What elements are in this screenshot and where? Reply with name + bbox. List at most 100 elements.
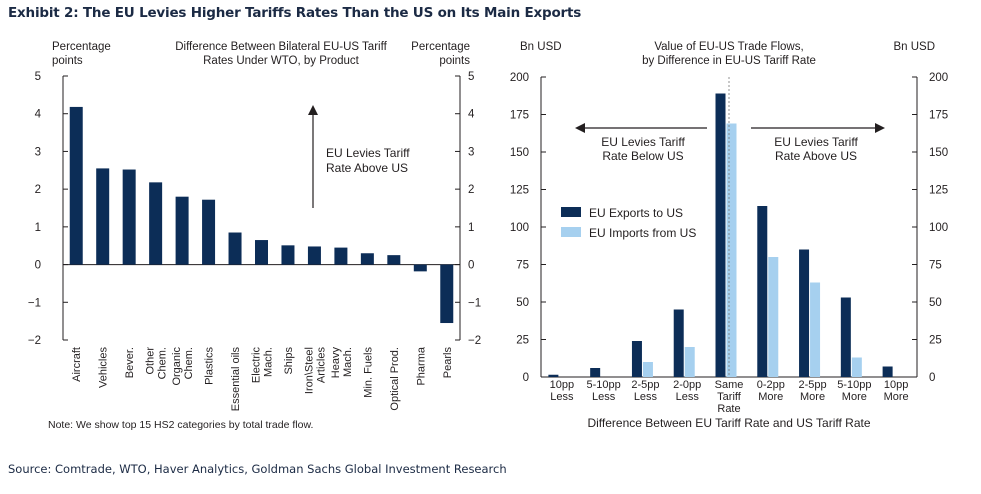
y-tick-label-left: 4	[35, 109, 42, 121]
y-tick-label-left: 100	[510, 222, 529, 234]
tariff-difference-chart: 5 5 4 4 3 3 2 2 1 1 0 0 −1 −1 −2 −2 Percentage points Perc…	[28, 41, 481, 431]
right-annotation-text: EU Levies Tariff Rate Above US	[774, 135, 858, 163]
category-label: 0-2pp More	[757, 379, 785, 403]
chart-title: Value of EU-US Trade Flows, by Difference…	[642, 41, 816, 67]
y-tick-label-left: 25	[516, 335, 529, 347]
y-tick-label-left: 50	[516, 297, 529, 309]
category-label: 2-0pp Less	[673, 379, 701, 403]
category-label: Aircraft	[71, 347, 83, 382]
y-tick-label-left: 2	[35, 184, 41, 196]
y-tick-label-left: 175	[510, 110, 529, 122]
right-y-axis-label: Percentage points	[411, 41, 470, 67]
bar	[122, 169, 136, 265]
left-annotation-text: EU Levies Tariff Rate Below US	[601, 135, 685, 163]
bar-exports	[548, 374, 559, 377]
y-tick-label-right: 150	[929, 147, 948, 159]
source-note: Source: Comtrade, WTO, Haver Analytics, …	[8, 462, 507, 476]
y-tick-label-left: 5	[35, 71, 41, 83]
bar-imports	[810, 282, 821, 377]
y-tick-label-right: 0	[468, 260, 474, 272]
y-tick-label-left: 125	[510, 185, 529, 197]
bar-exports	[631, 341, 642, 377]
category-label: Plastics	[204, 347, 216, 385]
bar	[69, 106, 83, 265]
y-tick-label-right: −2	[468, 335, 481, 347]
category-label: Pearls	[442, 347, 454, 379]
bar-exports	[757, 206, 768, 377]
category-label: Same Tariff Rate	[715, 379, 744, 415]
bar	[387, 255, 401, 265]
category-label: Pharma	[415, 346, 427, 385]
category-label: 10pp Less	[550, 379, 574, 403]
annotation-arrow-head	[308, 105, 318, 115]
chart-title: Difference Between Bilateral EU-US Tarif…	[175, 41, 387, 67]
bar	[360, 253, 374, 265]
bar-exports	[840, 297, 851, 377]
y-tick-label-right: 175	[929, 110, 948, 122]
category-label: 5-10pp More	[837, 379, 871, 403]
bar	[255, 240, 268, 265]
y-tick-label-right: 2	[468, 184, 474, 196]
bar-imports	[851, 357, 862, 377]
category-label: Ships	[283, 347, 295, 375]
bar	[228, 232, 242, 265]
y-tick-label-left: −1	[28, 297, 41, 309]
right-y-axis-label: Bn USD	[893, 41, 935, 53]
y-tick-label-right: 5	[468, 71, 474, 83]
bar-exports	[590, 368, 601, 377]
bar-imports	[684, 347, 695, 377]
category-label: 2-5pp Less	[631, 379, 659, 403]
category-label: Heavy	[330, 347, 342, 379]
x-axis-label: Difference Between EU Tariff Rate and US…	[587, 416, 870, 430]
category-label: Optical Prod.	[389, 347, 401, 411]
bar	[202, 199, 216, 265]
bar-exports	[673, 309, 684, 377]
bar-exports	[882, 366, 893, 377]
chart-note: Note: We show top 15 HS2 categories by t…	[48, 419, 313, 431]
y-tick-label-right: −1	[468, 297, 481, 309]
trade-flows-chart: 0 0 25 25 50 50 75 75 100 100 125 125 150 150 175 175 20…	[510, 41, 948, 430]
left-y-axis-label: Bn USD	[520, 41, 562, 53]
y-tick-label-right: 3	[468, 146, 474, 158]
category-label: Mach.	[263, 347, 275, 377]
category-label: 2-5pp More	[798, 379, 826, 403]
bar	[413, 264, 427, 272]
category-label: 5-10pp Less	[587, 379, 621, 403]
bar	[281, 245, 295, 265]
legend-swatch-exports	[561, 207, 581, 217]
exhibit-title: Exhibit 2: The EU Levies Higher Tariffs …	[8, 5, 582, 21]
y-tick-label-right: 1	[468, 222, 474, 234]
bar-imports	[768, 257, 779, 377]
category-label: Chem.	[183, 347, 195, 379]
category-label: Chem.	[157, 347, 169, 379]
right-annotation-arrow-head	[875, 123, 885, 133]
y-tick-label-right: 25	[929, 335, 942, 347]
bar	[96, 168, 110, 265]
y-tick-label-left: 150	[510, 147, 529, 159]
category-label: Mach.	[342, 347, 354, 377]
left-y-axis-label: Percentage points	[52, 41, 111, 67]
bar	[334, 247, 348, 265]
category-label: 10pp More	[884, 379, 909, 403]
bar	[175, 196, 189, 265]
y-tick-label-right: 4	[468, 109, 475, 121]
legend-label-imports: EU Imports from US	[589, 226, 696, 240]
y-tick-label-left: 200	[510, 72, 529, 84]
bar	[307, 246, 321, 265]
y-tick-label-right: 200	[929, 72, 948, 84]
annotation-text: EU Levies Tariff Rate Above US	[326, 146, 410, 175]
left-annotation-arrow-head	[575, 123, 585, 133]
y-tick-label-right: 50	[929, 297, 942, 309]
legend-swatch-imports	[561, 227, 581, 237]
category-label: Min. Fuels	[362, 347, 374, 398]
bar-exports	[715, 93, 726, 377]
category-label: Bever.	[124, 347, 136, 378]
category-label: Other	[145, 347, 157, 375]
y-tick-label-left: 0	[523, 372, 529, 384]
category-label: Organic	[171, 347, 183, 386]
y-tick-label-right: 100	[929, 222, 948, 234]
category-label: Articles	[315, 347, 327, 384]
y-tick-label-left: −2	[28, 335, 41, 347]
bar-exports	[799, 249, 810, 377]
y-tick-label-left: 1	[35, 222, 41, 234]
